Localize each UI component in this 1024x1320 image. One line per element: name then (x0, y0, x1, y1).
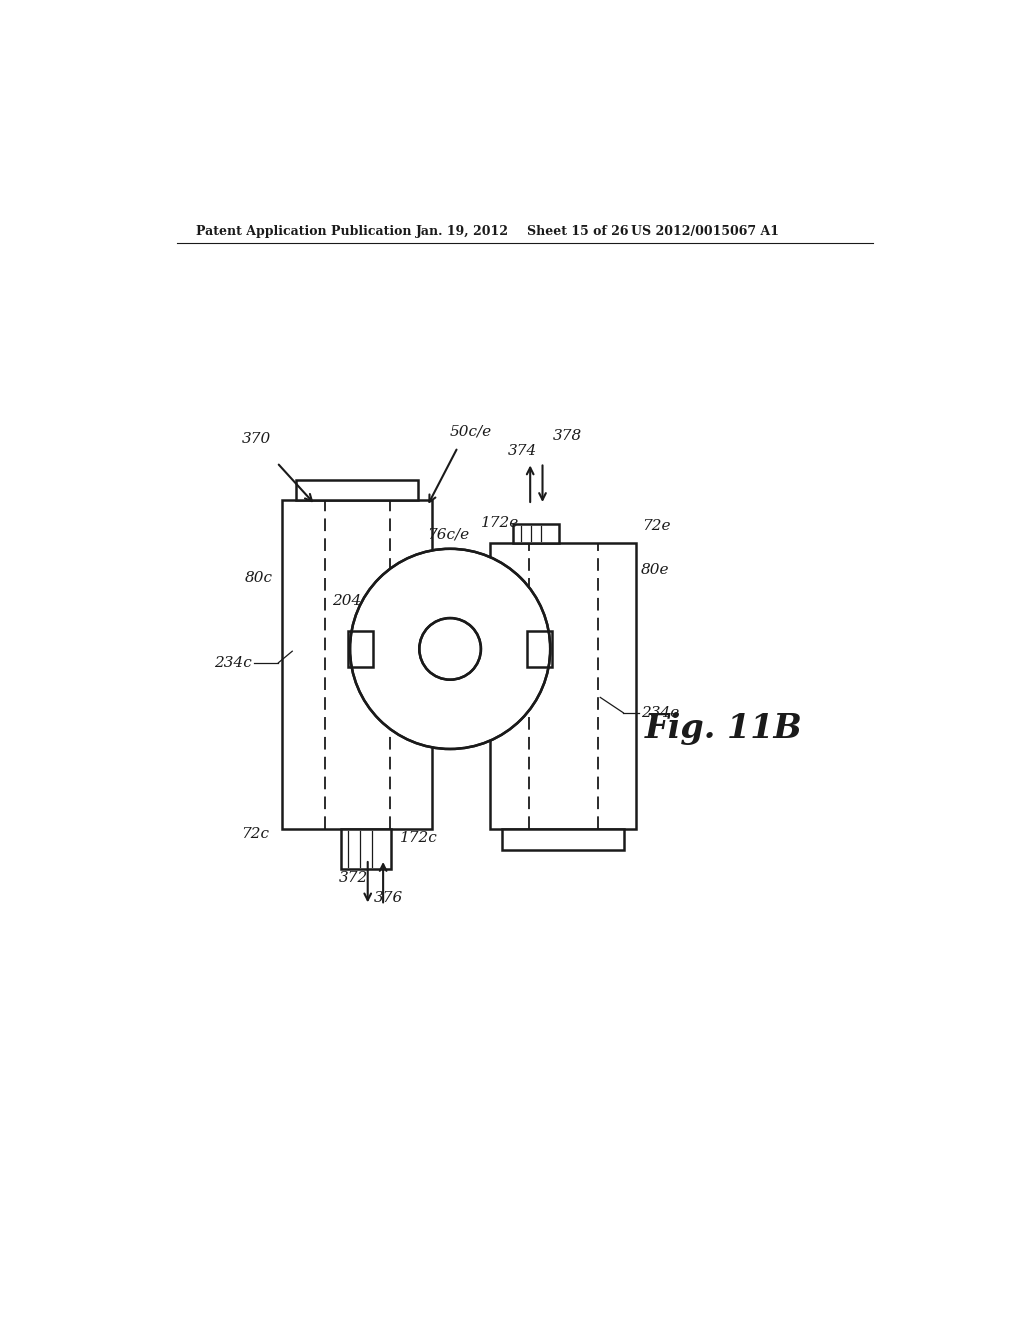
Bar (283, 500, 432, 829)
Bar (527, 631, 552, 667)
Text: 76c/e: 76c/e (427, 527, 469, 541)
Text: 72e: 72e (643, 519, 671, 533)
Text: 50c/e: 50c/e (451, 425, 493, 438)
Circle shape (419, 618, 481, 680)
Text: 370: 370 (243, 433, 271, 446)
Text: Jan. 19, 2012: Jan. 19, 2012 (416, 224, 509, 238)
Text: Patent Application Publication: Patent Application Publication (196, 224, 412, 238)
Text: 234c: 234c (214, 656, 252, 669)
Bar (341, 829, 391, 869)
Text: 204e: 204e (504, 606, 543, 619)
Bar (503, 829, 625, 850)
Text: 378: 378 (553, 429, 582, 442)
Text: Fig. 11B: Fig. 11B (645, 711, 803, 744)
Text: 376: 376 (374, 891, 403, 904)
Text: Sheet 15 of 26: Sheet 15 of 26 (527, 224, 629, 238)
Text: 374: 374 (508, 444, 538, 458)
Text: 204c: 204c (333, 594, 370, 609)
Text: 80e: 80e (641, 564, 670, 577)
Text: 372: 372 (339, 871, 368, 886)
Text: 172e: 172e (481, 516, 519, 529)
Bar (513, 524, 559, 544)
Text: 172c: 172c (400, 830, 438, 845)
Bar (296, 480, 418, 500)
Text: 80c: 80c (245, 572, 273, 585)
Bar (490, 544, 637, 829)
Text: 72c: 72c (242, 828, 269, 841)
Text: US 2012/0015067 A1: US 2012/0015067 A1 (631, 224, 779, 238)
Bar (348, 631, 373, 667)
Text: 234e: 234e (641, 706, 679, 719)
Circle shape (350, 549, 550, 748)
